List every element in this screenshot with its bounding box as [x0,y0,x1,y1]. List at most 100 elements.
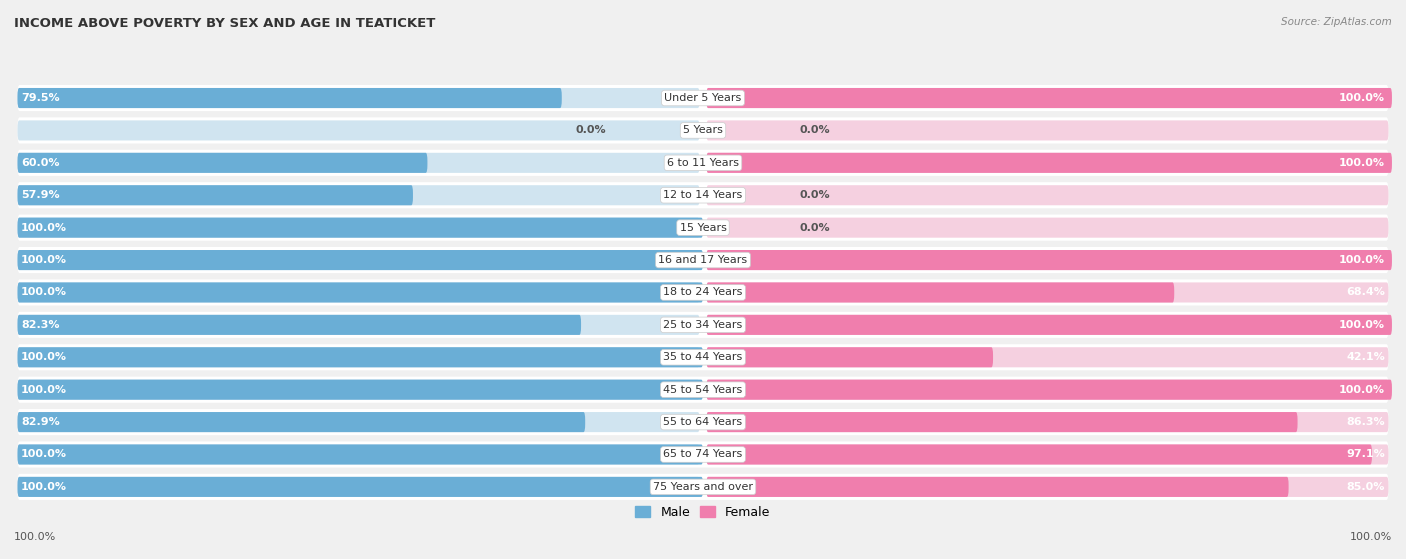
Text: 100.0%: 100.0% [1339,93,1385,103]
Text: 15 Years: 15 Years [679,222,727,233]
FancyBboxPatch shape [17,88,562,108]
FancyBboxPatch shape [706,412,1298,432]
FancyBboxPatch shape [706,347,1389,367]
Text: 75 Years and over: 75 Years and over [652,482,754,492]
FancyBboxPatch shape [17,477,700,497]
FancyBboxPatch shape [17,120,700,140]
FancyBboxPatch shape [17,347,703,367]
FancyBboxPatch shape [17,315,700,335]
FancyBboxPatch shape [17,315,581,335]
FancyBboxPatch shape [17,88,700,108]
FancyBboxPatch shape [17,217,703,238]
FancyBboxPatch shape [17,412,700,432]
FancyBboxPatch shape [17,215,1389,241]
Text: 25 to 34 Years: 25 to 34 Years [664,320,742,330]
FancyBboxPatch shape [706,380,1392,400]
FancyBboxPatch shape [706,347,993,367]
Text: 82.9%: 82.9% [21,417,59,427]
FancyBboxPatch shape [17,282,700,302]
Text: 42.1%: 42.1% [1347,352,1385,362]
Text: 100.0%: 100.0% [14,532,56,542]
Text: 100.0%: 100.0% [1339,385,1385,395]
FancyBboxPatch shape [17,185,700,205]
FancyBboxPatch shape [706,217,1389,238]
Text: 100.0%: 100.0% [1350,532,1392,542]
Text: 100.0%: 100.0% [1339,255,1385,265]
Text: 57.9%: 57.9% [21,190,59,200]
FancyBboxPatch shape [17,153,700,173]
Text: 65 to 74 Years: 65 to 74 Years [664,449,742,459]
Text: 100.0%: 100.0% [21,449,67,459]
Text: 12 to 14 Years: 12 to 14 Years [664,190,742,200]
Text: 100.0%: 100.0% [21,352,67,362]
Text: 100.0%: 100.0% [21,222,67,233]
FancyBboxPatch shape [706,444,1389,465]
FancyBboxPatch shape [17,312,1389,338]
FancyBboxPatch shape [17,474,1389,500]
FancyBboxPatch shape [17,380,700,400]
Text: 55 to 64 Years: 55 to 64 Years [664,417,742,427]
FancyBboxPatch shape [706,477,1289,497]
FancyBboxPatch shape [706,477,1389,497]
FancyBboxPatch shape [706,444,1372,465]
Text: 100.0%: 100.0% [1339,158,1385,168]
FancyBboxPatch shape [17,150,1389,176]
FancyBboxPatch shape [17,444,703,465]
Text: 6 to 11 Years: 6 to 11 Years [666,158,740,168]
Text: Under 5 Years: Under 5 Years [665,93,741,103]
Text: Source: ZipAtlas.com: Source: ZipAtlas.com [1281,17,1392,27]
Text: 35 to 44 Years: 35 to 44 Years [664,352,742,362]
FancyBboxPatch shape [706,282,1174,302]
FancyBboxPatch shape [706,153,1389,173]
Text: 5 Years: 5 Years [683,125,723,135]
FancyBboxPatch shape [17,250,703,270]
FancyBboxPatch shape [17,250,700,270]
Text: 79.5%: 79.5% [21,93,59,103]
FancyBboxPatch shape [706,282,1389,302]
Text: 45 to 54 Years: 45 to 54 Years [664,385,742,395]
FancyBboxPatch shape [17,85,1389,111]
FancyBboxPatch shape [706,250,1392,270]
FancyBboxPatch shape [706,380,1389,400]
Legend: Male, Female: Male, Female [630,501,776,524]
FancyBboxPatch shape [706,153,1392,173]
Text: 86.3%: 86.3% [1347,417,1385,427]
Text: 18 to 24 Years: 18 to 24 Years [664,287,742,297]
FancyBboxPatch shape [17,247,1389,273]
FancyBboxPatch shape [17,153,427,173]
Text: 0.0%: 0.0% [800,222,830,233]
FancyBboxPatch shape [17,477,703,497]
FancyBboxPatch shape [17,185,413,205]
FancyBboxPatch shape [17,409,1389,435]
FancyBboxPatch shape [706,315,1392,335]
FancyBboxPatch shape [17,442,1389,467]
FancyBboxPatch shape [706,185,1389,205]
FancyBboxPatch shape [17,282,703,302]
FancyBboxPatch shape [17,412,585,432]
Text: 0.0%: 0.0% [576,125,606,135]
Text: 100.0%: 100.0% [21,287,67,297]
FancyBboxPatch shape [17,280,1389,306]
Text: 0.0%: 0.0% [800,190,830,200]
FancyBboxPatch shape [17,347,700,367]
FancyBboxPatch shape [17,117,1389,144]
Text: 82.3%: 82.3% [21,320,59,330]
FancyBboxPatch shape [706,88,1389,108]
FancyBboxPatch shape [706,315,1389,335]
Text: 100.0%: 100.0% [21,482,67,492]
FancyBboxPatch shape [17,444,700,465]
Text: 97.1%: 97.1% [1347,449,1385,459]
FancyBboxPatch shape [17,217,700,238]
Text: 0.0%: 0.0% [800,125,830,135]
Text: 100.0%: 100.0% [21,385,67,395]
Text: INCOME ABOVE POVERTY BY SEX AND AGE IN TEATICKET: INCOME ABOVE POVERTY BY SEX AND AGE IN T… [14,17,436,30]
FancyBboxPatch shape [17,380,703,400]
FancyBboxPatch shape [706,120,1389,140]
Text: 68.4%: 68.4% [1346,287,1385,297]
FancyBboxPatch shape [17,377,1389,402]
Text: 60.0%: 60.0% [21,158,59,168]
FancyBboxPatch shape [706,412,1389,432]
FancyBboxPatch shape [17,344,1389,370]
Text: 100.0%: 100.0% [21,255,67,265]
Text: 16 and 17 Years: 16 and 17 Years [658,255,748,265]
